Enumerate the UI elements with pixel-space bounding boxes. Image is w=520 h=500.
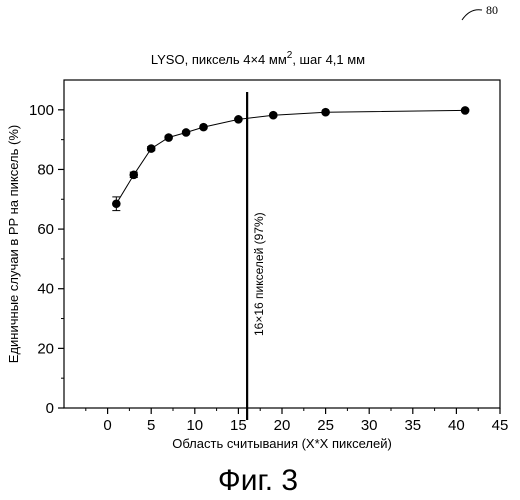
y-tick-label: 100	[29, 102, 54, 119]
x-tick-label: 40	[448, 417, 465, 434]
x-tick-label: 10	[186, 417, 203, 434]
plot-frame	[64, 80, 500, 408]
y-tick-label: 0	[46, 400, 54, 417]
y-tick-label: 20	[37, 340, 54, 357]
series-line	[116, 110, 465, 203]
data-marks: 16×16 пикселей (97%)	[112, 92, 469, 420]
data-point	[112, 199, 121, 208]
axes: 0 5 10 15 20 25 30 35 40 45 0 20 40 60 80 100	[29, 102, 508, 434]
data-point	[147, 144, 156, 153]
data-point	[164, 133, 173, 142]
data-point	[461, 106, 470, 115]
data-point	[269, 111, 278, 120]
data-point	[182, 128, 191, 137]
y-tick-label: 80	[37, 161, 54, 178]
x-tick-label: 25	[317, 417, 334, 434]
annotation-label: 16×16 пикселей (97%)	[252, 212, 266, 336]
y-tick-label: 40	[37, 281, 54, 298]
data-point	[129, 171, 138, 180]
figure-caption: Фиг. 3	[218, 464, 298, 497]
data-point	[234, 115, 243, 124]
x-tick-label: 15	[230, 417, 247, 434]
reference-leader-line	[462, 10, 482, 20]
reference-number: 80	[486, 3, 498, 17]
y-axis-title: Единичные случаи в PP на пиксель (%)	[6, 125, 21, 363]
x-tick-label: 0	[103, 417, 111, 434]
x-axis-title: Область считывания (X*X пикселей)	[172, 436, 392, 451]
x-tick-label: 45	[492, 417, 509, 434]
x-tick-label: 20	[274, 417, 291, 434]
y-tick-label: 60	[37, 221, 54, 238]
data-point	[199, 123, 208, 132]
x-tick-label: 5	[147, 417, 155, 434]
data-point	[321, 108, 330, 117]
x-tick-label: 35	[404, 417, 421, 434]
x-tick-label: 30	[361, 417, 378, 434]
chart-title: LYSO, пиксель 4×4 мм2, шаг 4,1 мм	[151, 50, 365, 67]
